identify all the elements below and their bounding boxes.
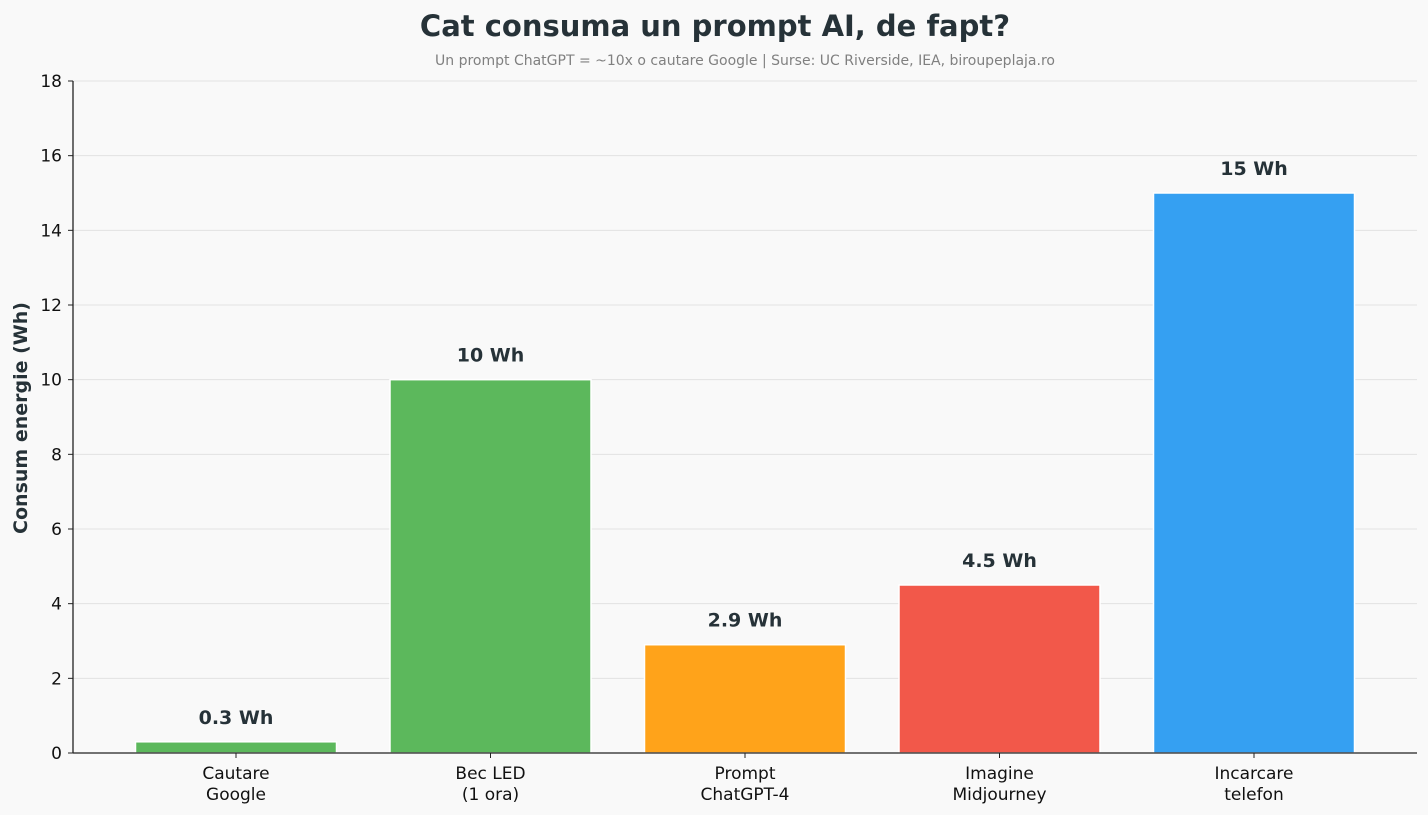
y-axis-label: Consum energie (Wh) xyxy=(10,302,32,534)
x-tick-label: Midjourney xyxy=(952,785,1046,805)
x-tick-label: Bec LED xyxy=(455,764,525,784)
chart-subtitle: Un prompt ChatGPT = ~10x o cautare Googl… xyxy=(435,53,1055,69)
x-tick-label: Cautare xyxy=(202,764,269,784)
x-tick-label: Imagine xyxy=(965,764,1034,784)
data-label: 0.3 Wh xyxy=(199,707,274,729)
bar xyxy=(134,741,338,754)
x-tick-label: ChatGPT-4 xyxy=(701,785,790,805)
chart-title: Cat consuma un prompt AI, de fapt? xyxy=(420,9,1010,43)
data-labels: 0.3 Wh 10 Wh 2.9 Wh 4.5 Wh 15 Wh xyxy=(199,158,1288,729)
y-tick-label: 14 xyxy=(40,221,62,241)
y-tick-label: 6 xyxy=(51,520,62,540)
data-label: 10 Wh xyxy=(457,345,525,367)
x-tick-label: (1 ora) xyxy=(462,785,519,805)
bar xyxy=(1152,192,1356,754)
y-axis-ticks: 0 2 4 6 8 10 12 14 16 18 xyxy=(40,72,73,764)
y-tick-label: 18 xyxy=(40,72,62,92)
bar xyxy=(389,378,592,754)
y-tick-label: 0 xyxy=(51,744,62,764)
y-tick-label: 10 xyxy=(40,371,62,391)
y-tick-label: 8 xyxy=(51,445,62,465)
y-tick-label: 12 xyxy=(40,296,62,316)
x-tick-label: Incarcare xyxy=(1214,764,1293,784)
grid-lines xyxy=(73,80,1417,679)
y-tick-label: 2 xyxy=(51,669,62,689)
y-tick-label: 16 xyxy=(40,147,62,167)
data-label: 2.9 Wh xyxy=(708,610,783,632)
y-tick-label: 4 xyxy=(51,595,62,615)
bars xyxy=(134,192,1356,754)
data-label: 4.5 Wh xyxy=(962,550,1037,572)
x-tick-label: Google xyxy=(206,785,266,805)
x-tick-label: telefon xyxy=(1224,785,1283,805)
data-label: 15 Wh xyxy=(1220,158,1288,180)
bar xyxy=(898,584,1101,754)
x-tick-label: Prompt xyxy=(715,764,776,784)
bar xyxy=(643,643,847,754)
